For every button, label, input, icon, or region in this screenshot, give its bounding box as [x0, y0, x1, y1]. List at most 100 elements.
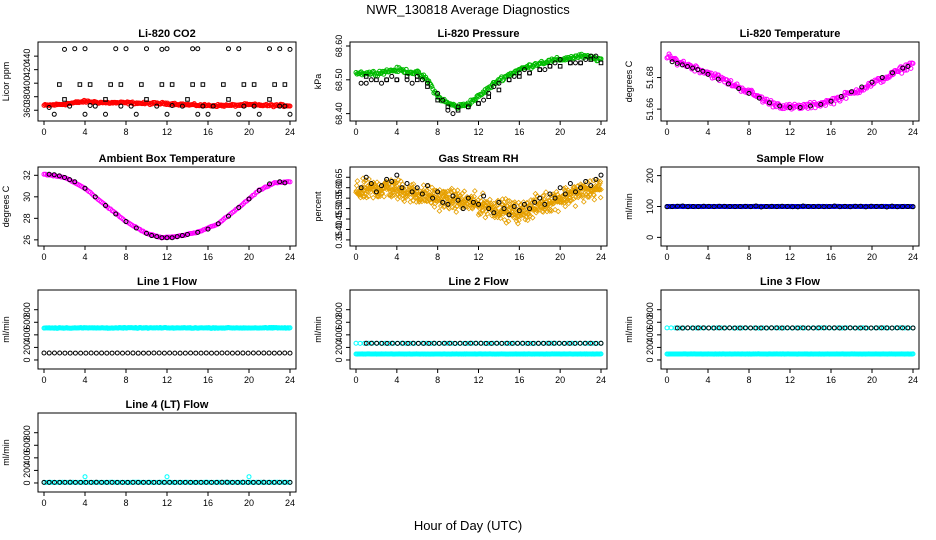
data-point	[859, 84, 865, 90]
data-point	[511, 73, 517, 79]
data-point	[515, 340, 521, 346]
data-point	[250, 350, 256, 356]
y-tick-label: 0.50	[334, 200, 344, 218]
data-point	[159, 46, 165, 52]
data-point	[92, 103, 98, 109]
data-point	[46, 171, 52, 177]
data-point	[910, 204, 916, 210]
data-point	[72, 179, 78, 185]
data-point	[287, 479, 293, 485]
data-point	[360, 194, 367, 200]
data-point	[471, 193, 477, 200]
data-point	[700, 68, 706, 74]
data-point	[679, 62, 685, 68]
data-point	[473, 96, 479, 102]
data-point	[784, 203, 790, 209]
x-tick-label: 16	[514, 375, 524, 385]
data-point	[215, 221, 221, 227]
data-point	[114, 479, 120, 485]
data-point	[496, 199, 502, 205]
x-tick-label: 16	[203, 252, 213, 262]
data-point	[425, 182, 432, 189]
x-tick-label: 8	[746, 375, 751, 385]
data-point	[460, 206, 466, 212]
y-tick-label: 440	[22, 49, 32, 64]
data-point	[224, 479, 230, 485]
data-point	[287, 111, 293, 117]
data-point	[868, 325, 874, 331]
data-point	[557, 185, 563, 191]
data-point	[837, 325, 843, 331]
data-point	[482, 214, 489, 221]
data-point	[722, 203, 728, 209]
data-point	[424, 183, 430, 189]
y-tick-label: 200	[645, 168, 655, 183]
data-point	[164, 474, 170, 480]
data-point	[667, 53, 673, 59]
x-tick-label: 0	[353, 375, 358, 385]
data-point	[577, 340, 583, 346]
data-point	[598, 340, 604, 346]
data-point	[78, 350, 84, 356]
data-point	[535, 340, 541, 346]
data-point	[415, 68, 421, 74]
data-point	[868, 203, 874, 209]
data-point	[156, 479, 162, 485]
data-point	[203, 350, 209, 356]
data-point	[486, 94, 492, 100]
data-point	[151, 479, 157, 485]
data-point	[480, 190, 486, 197]
data-point	[431, 340, 437, 346]
data-point	[358, 80, 364, 86]
data-point	[842, 325, 848, 331]
data-point	[598, 172, 604, 178]
y-tick-label: 51.68	[645, 66, 655, 89]
data-point	[716, 203, 722, 209]
data-point	[251, 82, 257, 87]
data-point	[46, 350, 52, 356]
data-point	[593, 176, 599, 182]
data-point	[499, 340, 505, 346]
data-point	[179, 233, 185, 239]
data-point	[57, 350, 63, 356]
panel-8: Line 2 Flow ml/min 0 4 8 12 16 20 24 0 20040060080…	[313, 276, 608, 385]
data-point	[146, 479, 152, 485]
data-point	[82, 46, 88, 52]
data-point	[426, 340, 432, 346]
data-point	[214, 479, 220, 485]
y-tick-label: 400	[22, 450, 32, 465]
data-point	[690, 203, 696, 209]
data-point	[828, 98, 834, 104]
data-point	[272, 82, 277, 87]
panel-title: Line 3 Flow	[760, 276, 820, 288]
x-tick-label: 16	[514, 252, 524, 262]
data-point	[120, 479, 126, 485]
y-tick-label: 0.35	[334, 231, 344, 249]
x-tick-label: 0	[664, 127, 669, 137]
data-point	[435, 189, 441, 195]
data-point	[588, 57, 594, 62]
data-point	[363, 174, 369, 180]
data-point	[582, 340, 588, 346]
data-point	[685, 64, 690, 70]
x-tick-label: 4	[394, 252, 399, 262]
y-tick-label: 600	[334, 315, 344, 330]
x-tick-label: 0	[664, 375, 669, 385]
data-point	[805, 203, 811, 209]
data-point	[87, 103, 93, 109]
data-point	[580, 198, 587, 205]
data-point	[267, 181, 272, 187]
data-point	[195, 229, 201, 235]
data-point	[763, 203, 769, 209]
data-point	[83, 479, 89, 485]
data-point	[583, 178, 589, 184]
data-point	[541, 340, 547, 346]
data-point	[287, 46, 293, 52]
x-tick-label: 16	[203, 375, 213, 385]
data-point	[527, 206, 533, 212]
data-point	[353, 182, 360, 189]
data-point	[504, 203, 511, 209]
data-point	[679, 325, 685, 331]
y-tick-label: 420	[22, 62, 32, 77]
plot-frame	[349, 289, 608, 370]
